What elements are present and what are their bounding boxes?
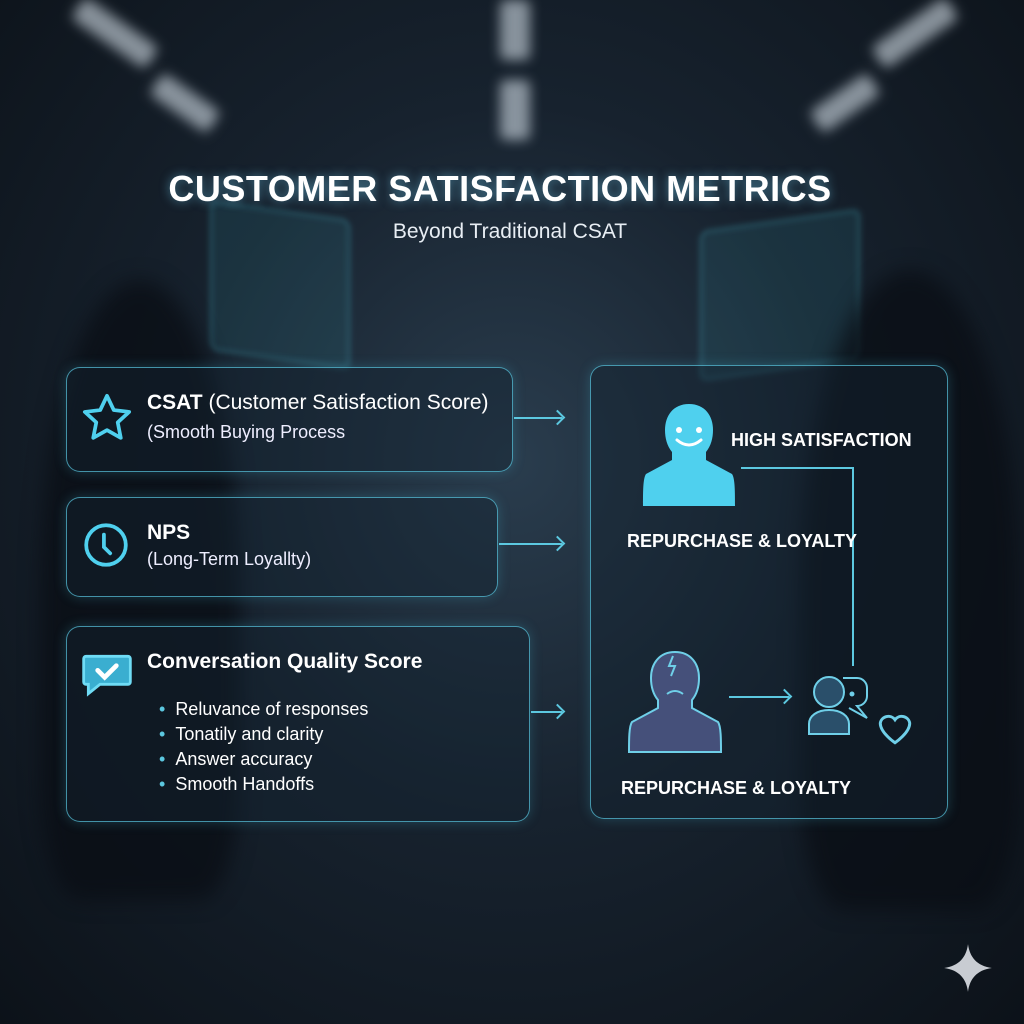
metric-title-suffix: (Customer Satisfaction Score) <box>208 391 489 414</box>
outcomes-panel: HIGH SATISFACTION REPURCHASE & LOYALTY R… <box>590 365 948 819</box>
list-item: Answer accuracy <box>159 747 368 772</box>
chat-check-icon <box>82 654 132 697</box>
list-item: Reluvance of responses <box>159 697 368 722</box>
arrow-right <box>729 696 789 698</box>
outcome-repurchase-loyalty: REPURCHASE & LOYALTY <box>621 778 852 798</box>
page-subtitle: Beyond Traditional CSAT <box>392 220 628 243</box>
metric-card-csat: CSAT (Customer Satisfaction Score) (Smoo… <box>66 367 513 472</box>
page-title: CUSTOMER SATISFACTION METRICS <box>168 168 832 209</box>
metric-subtitle: (Smooth Buying Process <box>147 422 346 442</box>
arrow-right <box>499 543 562 545</box>
frustrated-person-icon <box>627 650 723 753</box>
heart-icon <box>878 714 912 745</box>
outcome-repurchase-loyalty: REPURCHASE & LOYALTY <box>627 531 858 551</box>
list-item: Smooth Handoffs <box>159 772 368 797</box>
metric-bullets: Reluvance of responses Tonatily and clar… <box>159 697 368 797</box>
metric-title: Conversation Quality Score <box>147 650 423 673</box>
outcome-high-satisfaction: HIGH SATISFACTION <box>731 430 912 450</box>
clock-icon <box>84 523 128 567</box>
list-item: Tonatily and clarity <box>159 722 368 747</box>
star-icon <box>82 393 132 440</box>
metric-subtitle: (Long-Term Loyallty) <box>147 549 312 569</box>
sparkle-icon <box>944 944 992 992</box>
metric-title: CSAT <box>147 391 203 414</box>
customer-chat-icon <box>808 676 868 735</box>
metric-title: NPS <box>147 521 191 544</box>
happy-person-icon <box>643 404 735 506</box>
metric-card-nps: NPS (Long-Term Loyallty) <box>66 497 498 597</box>
arrow-right <box>531 711 562 713</box>
connector-line <box>741 467 854 666</box>
arrow-right <box>514 417 562 419</box>
metric-card-conversation-quality: Conversation Quality Score Reluvance of … <box>66 626 530 822</box>
